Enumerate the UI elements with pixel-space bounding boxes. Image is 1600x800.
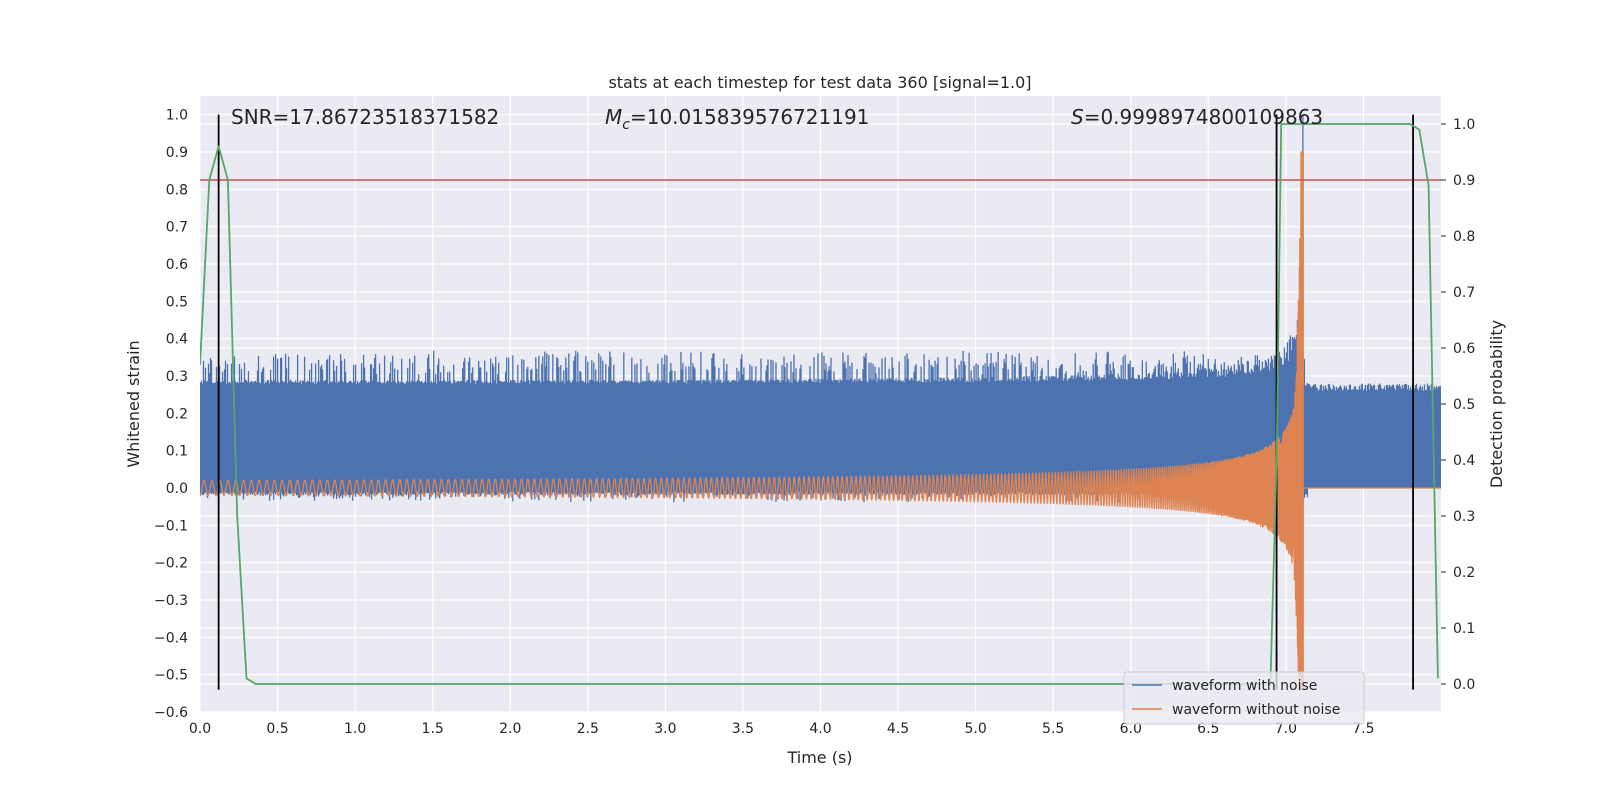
mc-annotation: Mc=10.015839576721191 bbox=[605, 105, 869, 133]
y2-tick-label: 0.3 bbox=[1453, 509, 1475, 525]
y2-tick-label: 0.8 bbox=[1453, 229, 1475, 245]
mc-value: =10.015839576721191 bbox=[630, 105, 869, 129]
y2-tick-label: 1.0 bbox=[1453, 117, 1475, 133]
x-tick-label: 7.5 bbox=[1352, 721, 1374, 737]
y2-tick-label: 0.6 bbox=[1453, 341, 1475, 357]
y-tick-label: 0.0 bbox=[166, 481, 188, 497]
y-axis-label: Whitened strain bbox=[124, 340, 143, 467]
y-tick-label: 0.5 bbox=[166, 294, 188, 310]
y-tick-label: 0.3 bbox=[166, 369, 188, 385]
y-axis-ticks: 1.0 0.9 0.8 0.7 0.6 0.5 0.4 0.3 0.2 0.1 0.0 −0.1 −0.… bbox=[154, 108, 188, 721]
y-tick-label: 1.0 bbox=[166, 108, 188, 124]
x-tick-label: 5.0 bbox=[964, 721, 986, 737]
chart-title: stats at each timestep for test data 360… bbox=[608, 73, 1031, 92]
series-waveform-with-noise bbox=[200, 114, 1441, 510]
x-tick-label: 1.5 bbox=[422, 721, 444, 737]
x-tick-label: 3.0 bbox=[654, 721, 676, 737]
x-tick-label: 4.0 bbox=[809, 721, 831, 737]
x-tick-label: 4.5 bbox=[887, 721, 909, 737]
y2-tick-label: 0.9 bbox=[1453, 173, 1475, 189]
x-tick-label: 3.5 bbox=[732, 721, 754, 737]
y2-tick-label: 0.7 bbox=[1453, 285, 1475, 301]
y2-tick-label: 0.1 bbox=[1453, 621, 1475, 637]
y-tick-label: 0.4 bbox=[166, 332, 188, 348]
y2-tick-label: 0.4 bbox=[1453, 453, 1475, 469]
y2-tick-label: 0.0 bbox=[1453, 677, 1475, 693]
x-tick-label: 5.5 bbox=[1042, 721, 1064, 737]
y-tick-label: −0.1 bbox=[154, 518, 188, 534]
y2-tick-label: 0.5 bbox=[1453, 397, 1475, 413]
legend-box bbox=[1123, 671, 1365, 725]
y-tick-label: 0.8 bbox=[166, 182, 188, 198]
y2-axis-label: Detection probability bbox=[1487, 320, 1506, 488]
series-waveform-without-noise bbox=[200, 151, 1441, 691]
s-symbol: S bbox=[1071, 105, 1084, 129]
mc-symbol: M bbox=[605, 105, 622, 129]
x-axis-ticks: 0.0 0.5 1.0 1.5 2.0 2.5 3.0 3.5 4.0 4.5 5.0 5.5 6.0 6… bbox=[189, 721, 1375, 737]
y-tick-label: 0.6 bbox=[166, 257, 188, 273]
y2-axis-ticks: 1.0 0.9 0.8 0.7 0.6 0.5 0.4 0.3 0.2 0.1 0.0 bbox=[1441, 117, 1475, 693]
mc-subscript: c bbox=[622, 117, 630, 133]
x-tick-label: 7.0 bbox=[1275, 721, 1297, 737]
x-tick-label: 0.0 bbox=[189, 721, 211, 737]
x-tick-label: 6.0 bbox=[1120, 721, 1142, 737]
y-tick-label: −0.4 bbox=[154, 630, 188, 646]
x-axis-label: Time (s) bbox=[786, 748, 852, 767]
y-tick-label: 0.2 bbox=[166, 406, 188, 422]
y-tick-label: 0.9 bbox=[166, 145, 188, 161]
y-tick-label: −0.6 bbox=[154, 705, 188, 721]
x-tick-label: 2.0 bbox=[499, 721, 521, 737]
legend: waveform with noise waveform without noi… bbox=[1123, 671, 1365, 725]
x-tick-label: 1.0 bbox=[344, 721, 366, 737]
legend-label-noise: waveform with noise bbox=[1172, 678, 1317, 694]
y-tick-label: 0.1 bbox=[166, 444, 188, 460]
y-tick-label: −0.5 bbox=[154, 668, 188, 684]
x-tick-label: 0.5 bbox=[266, 721, 288, 737]
x-tick-label: 2.5 bbox=[577, 721, 599, 737]
y-tick-label: 0.7 bbox=[166, 220, 188, 236]
snr-annotation: SNR=17.86723518371582 bbox=[231, 105, 499, 129]
y-tick-label: −0.2 bbox=[154, 556, 188, 572]
s-value: =0.9998974800109863 bbox=[1084, 105, 1323, 129]
y2-tick-label: 0.2 bbox=[1453, 565, 1475, 581]
y-tick-label: −0.3 bbox=[154, 593, 188, 609]
s-annotation: S=0.9998974800109863 bbox=[1071, 105, 1323, 129]
legend-label-clean: waveform without noise bbox=[1172, 702, 1340, 718]
x-tick-label: 6.5 bbox=[1197, 721, 1219, 737]
